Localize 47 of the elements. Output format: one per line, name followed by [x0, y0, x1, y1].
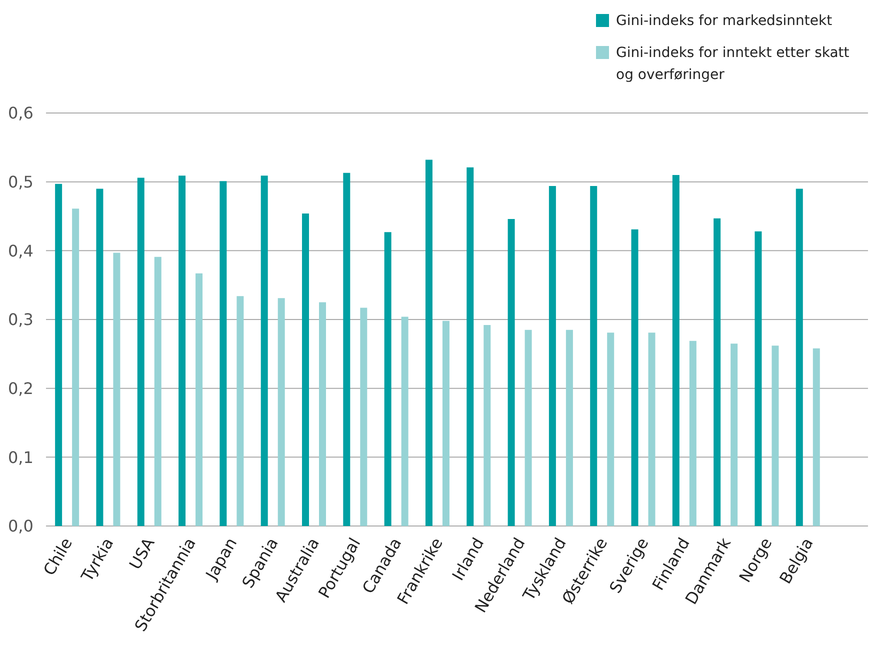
bar [508, 219, 515, 526]
bar [137, 178, 144, 526]
bar [196, 273, 203, 526]
bar [384, 232, 392, 526]
bar [401, 316, 408, 526]
bar [672, 174, 680, 526]
bar [72, 208, 80, 526]
bar [714, 218, 721, 526]
y-tick-label: 0,5 [8, 172, 34, 192]
bar [754, 231, 762, 526]
y-tick-label: 0,0 [8, 516, 34, 536]
bar [772, 346, 779, 526]
bar [113, 252, 120, 526]
y-tick-label: 0,1 [8, 448, 34, 467]
y-tick-label: 0,2 [8, 379, 34, 398]
bar [260, 176, 268, 526]
bar [548, 186, 556, 526]
bar [631, 229, 638, 526]
bar [607, 332, 614, 526]
y-tick-label: 0,4 [8, 241, 34, 260]
bar [178, 176, 186, 526]
bar [466, 167, 474, 526]
bar [154, 256, 162, 526]
bar [220, 181, 227, 526]
bar [236, 296, 244, 526]
bar [524, 330, 532, 526]
legend-label: Gini-indeks for inntekt etter skatt og overføringer [616, 44, 850, 85]
legend-label: Gini-indeks for markedsinntekt [616, 12, 832, 31]
bar [484, 325, 491, 526]
bar [55, 184, 62, 526]
bar [360, 308, 368, 526]
bar [566, 330, 573, 526]
bar [442, 320, 450, 526]
y-tick-label: 0,3 [8, 310, 34, 330]
bar [648, 332, 656, 526]
bar [302, 213, 309, 526]
bar [425, 160, 432, 526]
bar [796, 188, 803, 526]
bar [319, 302, 326, 526]
bar [96, 188, 104, 526]
bar [278, 298, 285, 526]
bar [590, 186, 598, 526]
bar [730, 344, 738, 526]
bar [343, 172, 350, 526]
y-tick-label: 0,6 [8, 104, 34, 123]
bar [689, 340, 696, 526]
bar [812, 348, 820, 526]
